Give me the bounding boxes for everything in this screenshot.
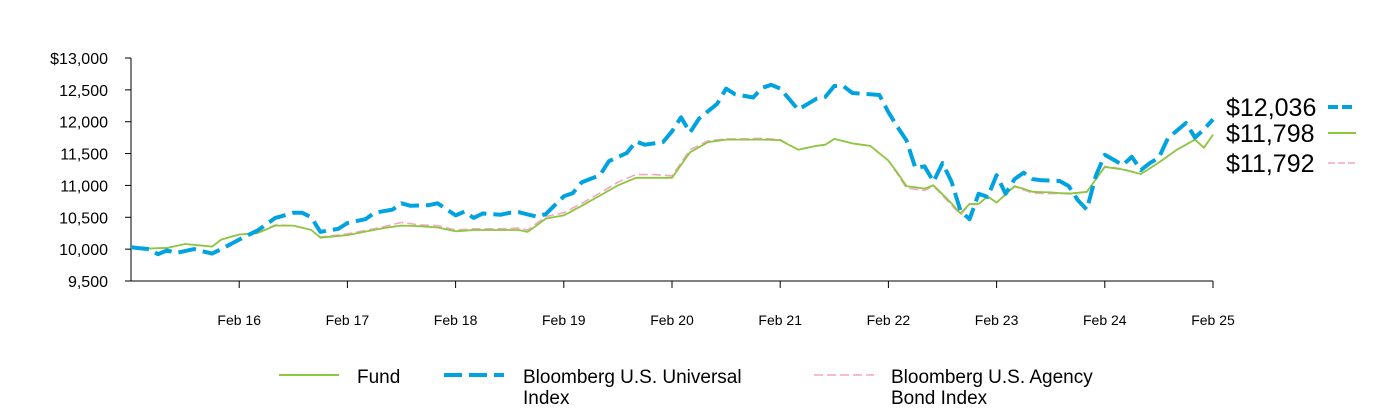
y-tick-label: 10,500 [59,210,108,227]
x-tick-label: Feb 25 [1191,312,1235,328]
x-tick-label: Feb 21 [758,312,802,328]
x-tick-label: Feb 22 [867,312,911,328]
legend-label: Bond Index [891,388,988,409]
end-labels: $12,036$11,798$11,792 [1226,94,1356,178]
bloomberg-u-s-universal-index-line [130,82,1215,257]
y-tick-label: $13,000 [50,51,108,68]
series-lines [130,82,1215,257]
y-tick-label: 12,500 [59,83,108,100]
legend-label: Index [523,388,570,409]
y-tick-label: 12,000 [59,115,108,132]
x-tick-label: Feb 19 [542,312,586,328]
end-value-label: $11,798 [1226,120,1315,148]
y-axis: $13,000 12,500 12,000 11,500 11,000 10,500 10,… [50,51,132,291]
fund-line [130,134,1214,250]
y-tick-label: 11,000 [60,178,108,195]
x-tick-label: Feb 24 [1083,312,1127,328]
legend-label: Bloomberg U.S. Agency [891,367,1093,388]
y-tick-label: 9,500 [68,274,108,291]
x-tick-label: Feb 16 [217,312,261,328]
y-tick-label: 11,500 [60,147,108,164]
x-axis: Feb 16 Feb 17 Feb 18 Feb 19 Feb 20 Feb 21 Feb … [131,280,1235,328]
end-value-label: $12,036 [1226,94,1316,122]
end-value-label: $11,792 [1226,150,1315,178]
x-tick-label: Feb 23 [975,312,1019,328]
x-tick-label: Feb 18 [434,312,478,328]
y-tick-label: 10,000 [59,242,108,259]
x-tick-label: Feb 20 [650,312,694,328]
x-tick-label: Feb 17 [326,312,370,328]
legend-label: Bloomberg U.S. Universal [523,367,742,388]
legend-label: Fund [357,367,400,388]
